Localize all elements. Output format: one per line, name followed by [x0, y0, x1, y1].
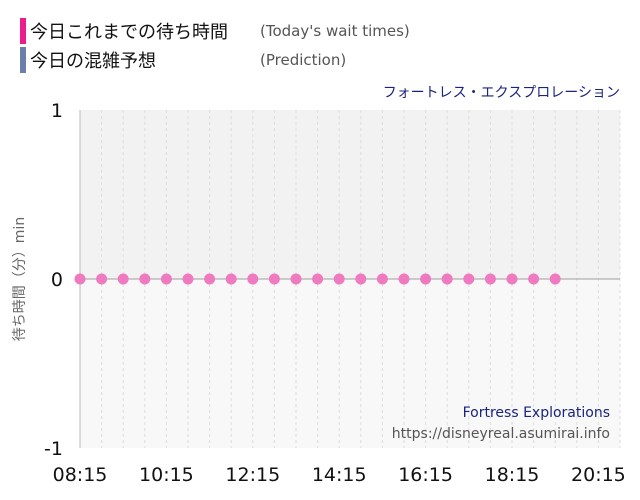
data-point: [398, 273, 410, 285]
data-point: [290, 273, 302, 285]
x-tick-label: 18:15: [485, 464, 540, 486]
watermark-name: Fortress Explorations: [462, 405, 610, 421]
x-tick-label: 12:15: [225, 464, 280, 486]
x-tick-label: 16:15: [398, 464, 453, 486]
x-tick-label: 08:15: [53, 464, 108, 486]
data-point: [528, 273, 540, 285]
data-point: [463, 273, 475, 285]
data-point: [204, 273, 216, 285]
legend-predict-note: (Prediction): [260, 51, 347, 69]
y-tick-label: 0: [51, 269, 63, 291]
data-point: [355, 273, 367, 285]
legend-actual-label: 今日これまでの待ち時間: [30, 22, 228, 43]
data-point: [225, 273, 237, 285]
plot-bg-upper: [80, 110, 620, 279]
data-point: [484, 273, 496, 285]
x-tick-label: 20:15: [571, 464, 626, 486]
data-point: [117, 273, 129, 285]
data-point: [268, 273, 280, 285]
legend-actual-swatch: [20, 18, 26, 44]
watermark-url: https://disneyreal.asumirai.info: [391, 426, 610, 442]
data-point: [182, 273, 194, 285]
data-point: [549, 273, 561, 285]
data-point: [420, 273, 432, 285]
data-point: [333, 273, 345, 285]
data-point: [376, 273, 388, 285]
y-tick-label: 1: [51, 100, 63, 122]
legend-actual: 今日これまでの待ち時間: [20, 18, 228, 44]
data-point: [247, 273, 259, 285]
plot-bg-lower: [80, 279, 620, 448]
data-point: [96, 273, 108, 285]
x-tick-label: 14:15: [312, 464, 367, 486]
data-point: [74, 273, 86, 285]
data-point: [139, 273, 151, 285]
legend-predict-swatch: [20, 47, 26, 73]
data-point: [160, 273, 172, 285]
legend-predict-label: 今日の混雑予想: [30, 51, 156, 72]
ride-title: フォートレス・エクスプロレーション: [382, 85, 620, 101]
data-point: [312, 273, 324, 285]
legend-actual-note: (Today's wait times): [260, 22, 410, 40]
legend-predict: 今日の混雑予想: [20, 47, 156, 73]
y-tick-label: -1: [44, 438, 63, 460]
data-point: [441, 273, 453, 285]
x-tick-label: 10:15: [139, 464, 194, 486]
data-point: [506, 273, 518, 285]
y-axis-label: 待ち時間（分）min: [12, 217, 28, 341]
